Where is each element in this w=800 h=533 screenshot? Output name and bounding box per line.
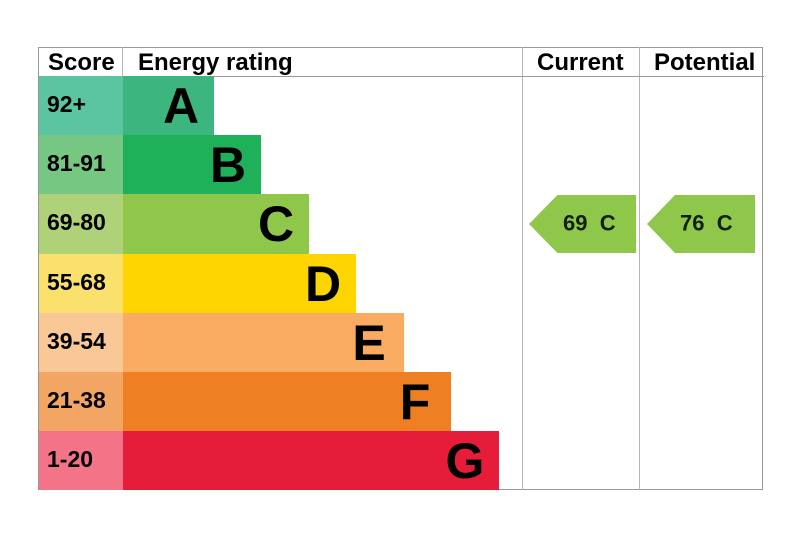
svg-text:69 C: 69 C xyxy=(563,211,616,236)
svg-text:76 C: 76 C xyxy=(680,211,733,236)
